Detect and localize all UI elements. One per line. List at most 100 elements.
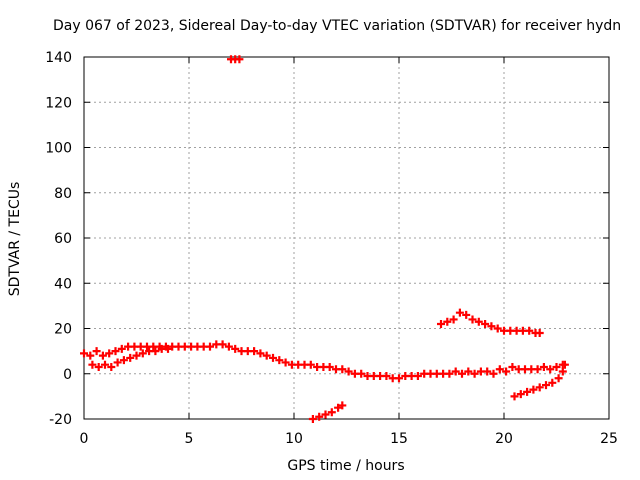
axis-ticks: 0 5 10 15 20 25 -20 0 20 40 60 80 100 120 140	[45, 50, 618, 447]
data-point	[262, 351, 271, 360]
data-point	[334, 403, 343, 412]
series-outlier	[227, 55, 244, 64]
data-point	[382, 372, 391, 381]
y-tick-label: 40	[54, 276, 72, 292]
y-tick-label: 120	[45, 95, 72, 111]
data-point	[113, 358, 122, 367]
data-point	[502, 367, 511, 376]
y-tick-label: 0	[63, 367, 72, 383]
data-point	[126, 353, 135, 362]
data-point	[548, 378, 557, 387]
data-point	[474, 317, 483, 326]
data-point	[80, 349, 88, 358]
series-negative-track	[308, 401, 347, 423]
x-tick-label: 20	[495, 431, 513, 447]
y-tick-label: 80	[54, 186, 72, 202]
data-point	[510, 392, 519, 401]
series-low-band-start	[88, 344, 172, 371]
data-point	[327, 408, 336, 417]
data-point	[117, 344, 126, 353]
data-point	[269, 353, 277, 362]
x-tick-label: 0	[80, 431, 89, 447]
data-point	[533, 365, 542, 374]
data-point	[516, 390, 525, 399]
data-point	[542, 381, 550, 390]
data-point	[86, 351, 95, 360]
data-point	[493, 324, 502, 333]
data-point	[483, 367, 492, 376]
data-point	[487, 322, 496, 331]
data-point	[535, 383, 544, 392]
y-tick-label: 20	[54, 322, 72, 338]
data-point	[206, 342, 214, 351]
data-point	[344, 367, 353, 376]
data-point	[395, 374, 403, 383]
data-point	[105, 349, 114, 358]
series-main-band	[80, 340, 567, 383]
data-point	[338, 365, 347, 374]
data-point	[92, 347, 101, 356]
x-axis-label: GPS time / hours	[287, 458, 404, 474]
data-point	[468, 315, 477, 324]
data-point	[88, 360, 97, 369]
data-point	[443, 317, 452, 326]
x-tick-label: 25	[600, 431, 618, 447]
data-point	[554, 374, 563, 383]
data-point	[325, 362, 334, 371]
data-point	[119, 356, 128, 365]
data-point	[455, 308, 464, 317]
data-point	[560, 360, 569, 369]
data-point	[495, 365, 504, 374]
data-point	[250, 347, 259, 356]
data-point	[315, 412, 324, 421]
data-point	[164, 344, 172, 353]
data-point	[151, 347, 160, 356]
data-point	[529, 385, 538, 394]
data-point	[338, 401, 347, 410]
data-point	[94, 362, 103, 371]
data-point	[546, 365, 555, 374]
y-tick-label: 100	[45, 141, 72, 157]
data-point	[445, 369, 454, 378]
data-points	[80, 55, 569, 423]
data-point	[107, 362, 116, 371]
x-tick-label: 15	[390, 431, 408, 447]
data-point	[281, 358, 290, 367]
data-point	[98, 351, 107, 360]
data-point	[523, 387, 532, 396]
x-tick-label: 5	[185, 431, 194, 447]
data-point	[218, 340, 227, 349]
data-point	[413, 372, 422, 381]
data-point	[132, 351, 141, 360]
data-point	[437, 319, 445, 328]
data-point	[357, 369, 366, 378]
series-upper-arc	[437, 308, 544, 338]
data-point	[308, 415, 317, 423]
data-point	[464, 367, 473, 376]
y-tick-label: 60	[54, 231, 72, 247]
data-point	[535, 329, 544, 338]
data-point	[481, 319, 490, 328]
chart-title: Day 067 of 2023, Sidereal Day-to-day VTE…	[53, 18, 622, 34]
data-point	[470, 369, 479, 378]
data-point	[449, 315, 458, 324]
data-point	[138, 349, 147, 358]
y-tick-label: 140	[45, 50, 72, 66]
data-point	[231, 344, 240, 353]
data-point	[235, 55, 244, 64]
data-point	[539, 362, 548, 371]
y-tick-label: -20	[49, 412, 72, 428]
data-point	[462, 310, 471, 319]
data-point	[275, 356, 284, 365]
data-point	[508, 362, 517, 371]
data-point	[111, 347, 120, 356]
data-point	[489, 369, 498, 378]
data-point	[558, 367, 567, 376]
data-point	[101, 360, 109, 369]
data-point	[321, 410, 330, 419]
data-point	[224, 342, 233, 351]
data-point	[552, 362, 561, 371]
data-point	[458, 369, 466, 378]
data-point	[451, 367, 460, 376]
